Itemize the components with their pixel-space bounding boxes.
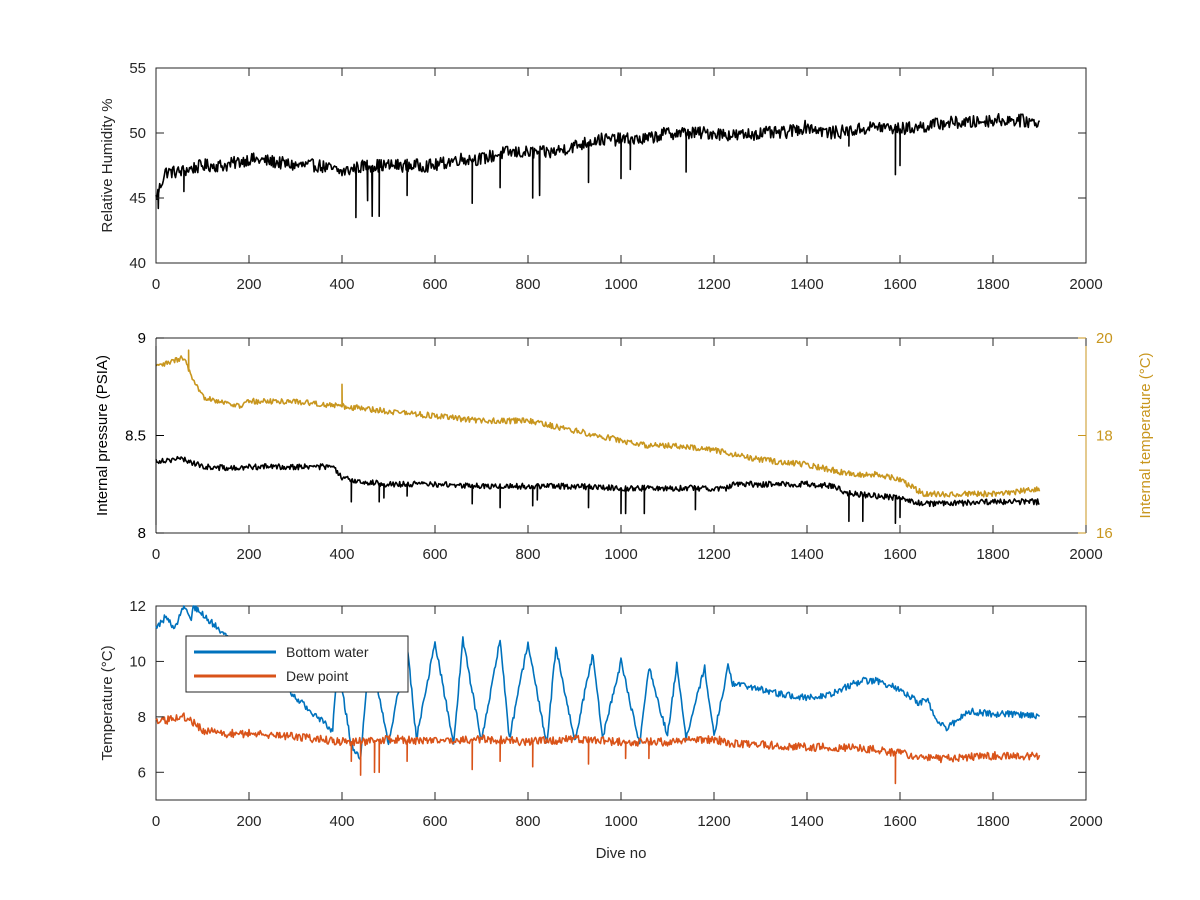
series-pressure-0: [155, 455, 1040, 524]
temperature-y-axis-label: Temperature (°C): [99, 645, 116, 760]
temperature-y-ticks: 6 8 10 12: [129, 598, 1086, 781]
series-pressure-1: [155, 349, 1041, 498]
x-tick-label: 200: [236, 546, 261, 563]
series-dew-point: [155, 712, 1041, 785]
x-tick-label: 1400: [790, 813, 823, 830]
y-tick-label: 9: [138, 330, 146, 347]
y-tick-label: 8: [138, 709, 146, 726]
y-tick-label: 8: [138, 525, 146, 542]
humidity-panel: 0 200 400 600 800 1000 1200 1400 1600 1800 2000 40…: [99, 60, 1103, 293]
x-tick-label: 2000: [1069, 276, 1102, 293]
humidity-series: [155, 113, 1041, 219]
pressure-panel: 0 200 400 600 800 1000 1200 1400 1600 1800 2000 88…: [94, 330, 1154, 563]
y-tick-label: 12: [129, 598, 146, 615]
humidity-y-ticks: 40 45 50 55: [129, 60, 1086, 272]
y-tick-label: 50: [129, 125, 146, 142]
legend-label-dew-point: Dew point: [286, 668, 348, 684]
pressure-series: [155, 349, 1041, 524]
x-tick-label: 600: [422, 276, 447, 293]
y-tick-label: 55: [129, 60, 146, 77]
y-tick-label: 40: [129, 255, 146, 272]
x-tick-label: 1000: [604, 546, 637, 563]
pressure-y-ticks: 88.59: [125, 330, 164, 542]
x-tick-label: 1400: [790, 276, 823, 293]
y-tick-label: 10: [129, 653, 146, 670]
x-tick-label: 1600: [883, 813, 916, 830]
x-tick-label: 0: [152, 276, 160, 293]
y-tick-label: 6: [138, 764, 146, 781]
x-tick-label: 1600: [883, 276, 916, 293]
x-tick-label: 1800: [976, 813, 1009, 830]
x-tick-label: 1800: [976, 276, 1009, 293]
y-tick-label: 8.5: [125, 428, 146, 445]
y-right-tick-label: 20: [1096, 330, 1113, 347]
x-tick-label: 1000: [604, 813, 637, 830]
x-tick-label: 600: [422, 546, 447, 563]
x-tick-label: 1200: [697, 813, 730, 830]
temperature-axes-box: [155, 605, 1087, 801]
x-tick-label: 1200: [697, 546, 730, 563]
y-right-tick-label: 16: [1096, 525, 1113, 542]
series-bottom-water: [155, 605, 1041, 760]
humidity-y-axis-label: Relative Humidity %: [99, 98, 116, 232]
x-tick-label: 800: [515, 276, 540, 293]
internal-temperature-y-ticks: 16 18 20: [1078, 330, 1113, 542]
series-humidity-0: [155, 113, 1041, 219]
pressure-x-ticks: 0 200 400 600 800 1000 1200 1400 1600 1800 2000: [152, 338, 1103, 563]
y-right-tick-label: 18: [1096, 428, 1113, 445]
pressure-y-axis-label: Internal pressure (PSIA): [94, 355, 111, 516]
x-tick-label: 200: [236, 276, 261, 293]
x-tick-label: 2000: [1069, 813, 1102, 830]
x-tick-label: 1000: [604, 276, 637, 293]
x-axis-label-dive-no: Dive no: [596, 845, 647, 862]
x-tick-label: 2000: [1069, 546, 1102, 563]
x-tick-label: 600: [422, 813, 447, 830]
x-tick-label: 400: [329, 276, 354, 293]
temperature-series: [155, 605, 1041, 785]
x-tick-label: 1400: [790, 546, 823, 563]
temperature-panel: 0 200 400 600 800 1000 1200 1400 1600 1800 2000 6 8…: [99, 598, 1103, 862]
legend-box: [185, 635, 409, 693]
legend-label-bottom-water: Bottom water: [286, 644, 369, 660]
x-tick-label: 800: [515, 546, 540, 563]
x-tick-label: 800: [515, 813, 540, 830]
x-tick-label: 0: [152, 546, 160, 563]
x-tick-label: 1800: [976, 546, 1009, 563]
y-tick-label: 45: [129, 190, 146, 207]
internal-temperature-y-axis-label: Internal temperature (°C): [1137, 352, 1154, 518]
x-tick-label: 1600: [883, 546, 916, 563]
temperature-x-ticks: 0 200 400 600 800 1000 1200 1400 1600 1800 2000: [152, 606, 1103, 830]
humidity-x-ticks: 0 200 400 600 800 1000 1200 1400 1600 1800 2000: [152, 68, 1103, 293]
x-tick-label: 1200: [697, 276, 730, 293]
x-tick-label: 400: [329, 813, 354, 830]
legend: Bottom water Dew point: [185, 635, 409, 693]
x-tick-label: 400: [329, 546, 354, 563]
x-tick-label: 200: [236, 813, 261, 830]
x-tick-label: 0: [152, 813, 160, 830]
